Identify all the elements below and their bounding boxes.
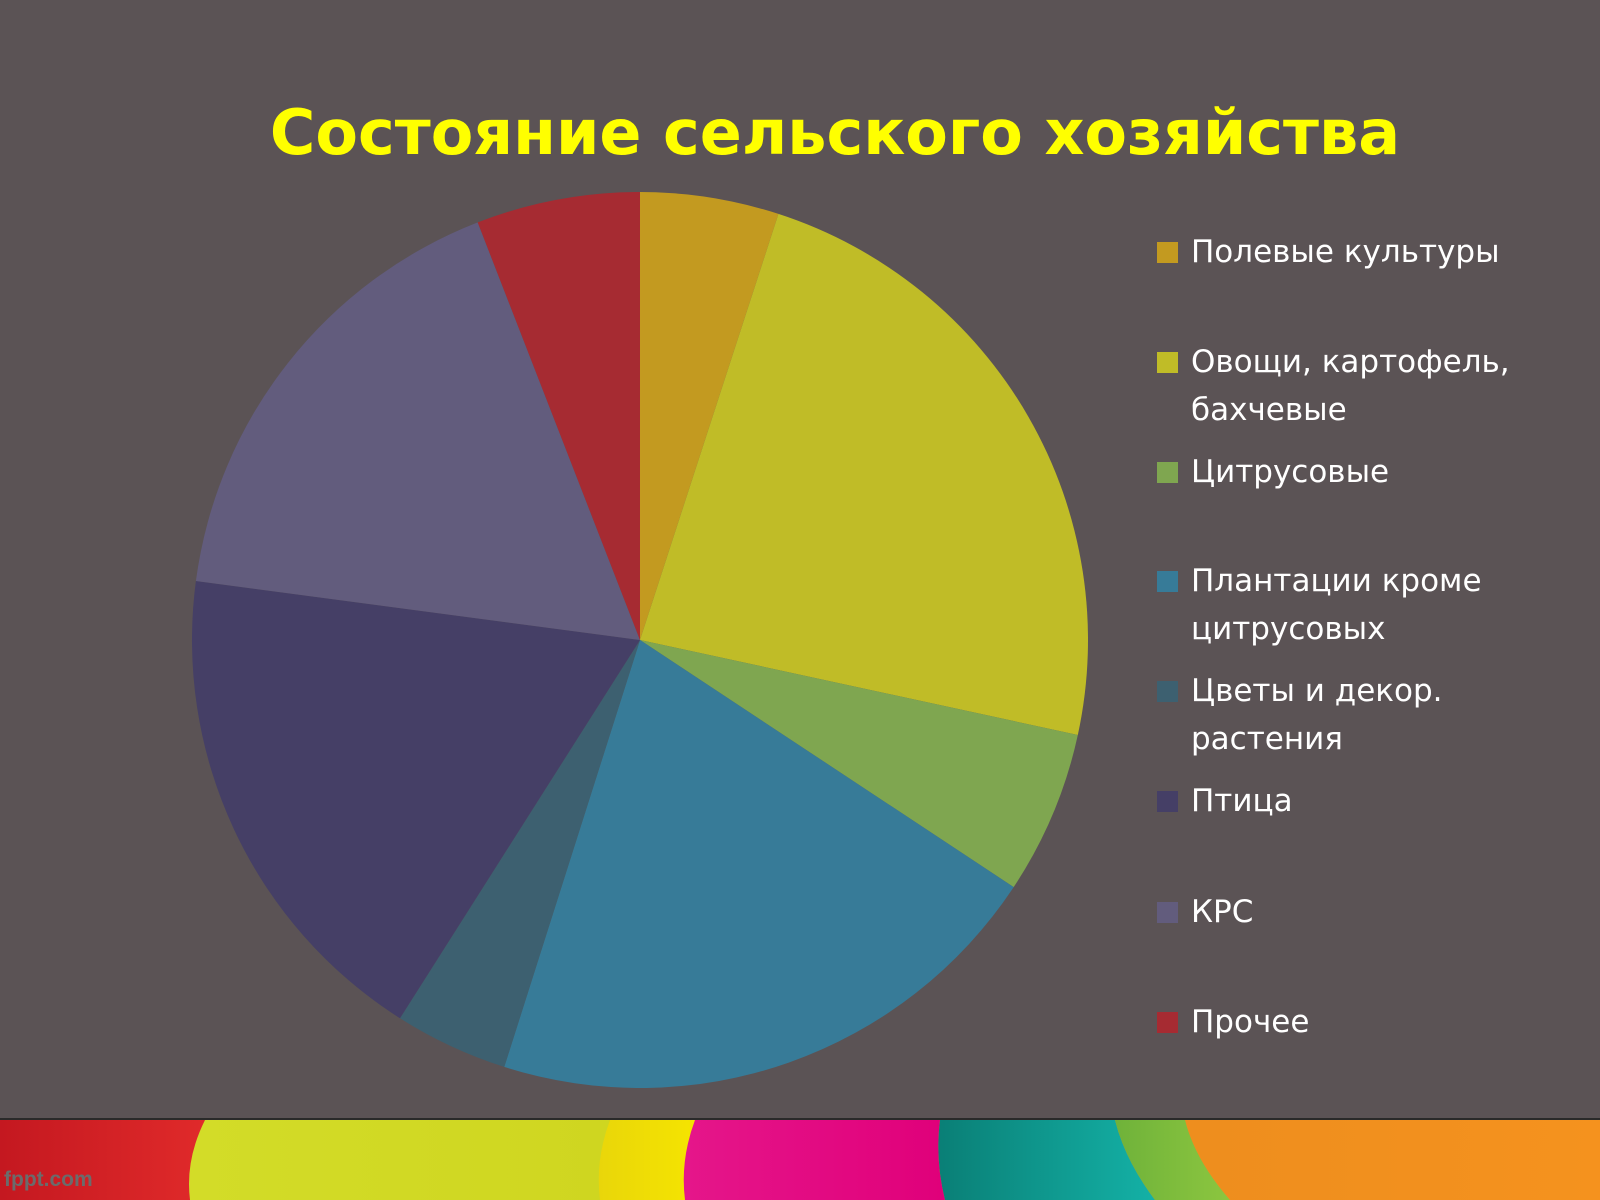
legend-label: Птица: [1191, 783, 1293, 819]
pie-slice-6: [195, 222, 640, 640]
legend-swatch: [1157, 352, 1178, 373]
legend-swatch: [1157, 902, 1178, 923]
pie-slice-1: [640, 213, 1089, 735]
legend-item: Плантации кроме цитрусовых: [1157, 557, 1551, 653]
legend-swatch: [1157, 791, 1178, 812]
legend-label: Полевые культуры: [1191, 234, 1500, 270]
legend-label: Цитрусовые: [1191, 454, 1390, 490]
decorative-color-band: [0, 1120, 1600, 1200]
chart-title: Состояние сельского хозяйства: [269, 96, 1401, 169]
legend-item: Прочее: [1157, 998, 1551, 1046]
legend-item: Цитрусовые: [1157, 448, 1551, 496]
legend-label: Плантации кроме цитрусовых: [1191, 563, 1482, 647]
legend-swatch: [1157, 1012, 1178, 1033]
legend-item: Полевые культуры: [1157, 228, 1551, 276]
legend-item: КРС: [1157, 888, 1551, 936]
pie-slice-4: [399, 640, 640, 1067]
legend-swatch: [1157, 242, 1178, 263]
legend-label: Прочее: [1191, 1004, 1310, 1040]
pie-slice-5: [191, 581, 640, 1019]
pie-chart: [191, 192, 1089, 1088]
legend-swatch: [1157, 571, 1178, 592]
legend-label: КРС: [1191, 894, 1254, 930]
pie-slice-3: [504, 640, 1014, 1088]
chart-legend: Полевые культуры Овощи, картофель, бахчев…: [1157, 0, 1597, 1100]
pie-slice-7: [477, 192, 640, 640]
legend-label: Овощи, картофель, бахчевые: [1191, 344, 1510, 428]
watermark-text: fppt.com: [4, 1168, 93, 1191]
legend-item: Овощи, картофель, бахчевые: [1157, 338, 1551, 434]
legend-swatch: [1157, 462, 1178, 483]
legend-swatch: [1157, 681, 1178, 702]
legend-item: Цветы и декор. растения: [1157, 667, 1551, 763]
pie-slice-2: [640, 640, 1078, 888]
legend-label: Цветы и декор. растения: [1191, 673, 1443, 757]
pie-slice-0: [640, 192, 779, 640]
legend-item: Птица: [1157, 777, 1551, 825]
